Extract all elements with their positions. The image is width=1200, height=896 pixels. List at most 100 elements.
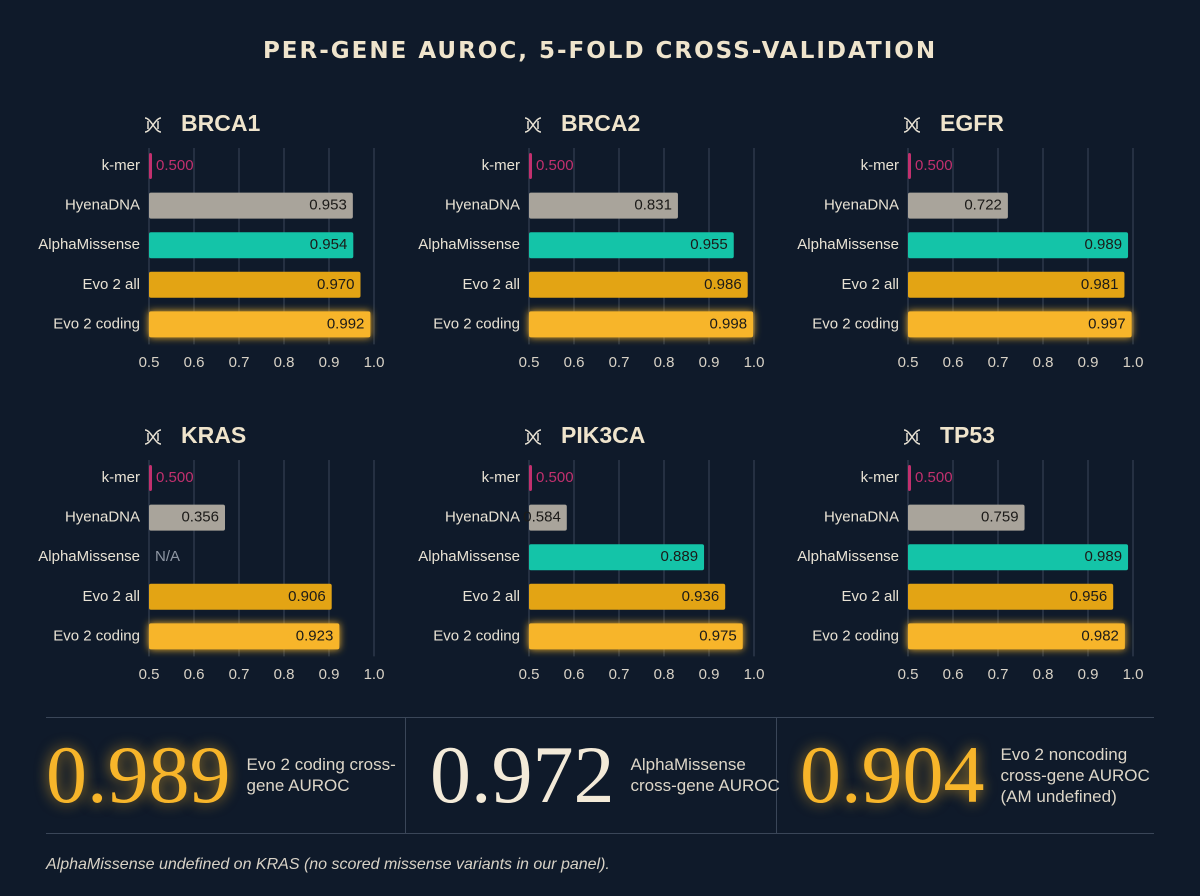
x-tick-label: 1.0 bbox=[744, 666, 765, 683]
category-label: HyenaDNA bbox=[824, 509, 899, 526]
category-label: k-mer bbox=[861, 157, 899, 174]
value-label: N/A bbox=[155, 548, 180, 565]
x-tick-label: 1.0 bbox=[364, 354, 385, 371]
charts: BRCA1 0.5 0.6 0.7 0.8 0.9 1.0 k-mer 0.500 HyenaDN… bbox=[38, 110, 1144, 683]
dna-icon bbox=[524, 429, 542, 445]
value-label: 0.953 bbox=[309, 197, 347, 214]
x-tick-label: 1.0 bbox=[1123, 354, 1144, 371]
divider bbox=[46, 717, 1154, 718]
value-label: 0.500 bbox=[156, 157, 194, 174]
x-tick-label: 0.8 bbox=[1033, 666, 1054, 683]
x-tick-label: 0.9 bbox=[1078, 354, 1099, 371]
category-label: HyenaDNA bbox=[824, 197, 899, 214]
category-label: Evo 2 coding bbox=[53, 627, 140, 644]
chart-title: BRCA1 bbox=[181, 110, 260, 136]
category-label: k-mer bbox=[482, 469, 520, 486]
bar bbox=[908, 544, 1129, 571]
chart-title: BRCA2 bbox=[561, 110, 640, 136]
category-label: k-mer bbox=[102, 157, 140, 174]
category-label: Evo 2 coding bbox=[53, 315, 140, 332]
x-tick-label: 0.6 bbox=[943, 354, 964, 371]
category-label: k-mer bbox=[102, 469, 140, 486]
category-label: AlphaMissense bbox=[418, 548, 520, 565]
bar bbox=[908, 623, 1125, 650]
x-tick-label: 0.7 bbox=[988, 354, 1009, 371]
chart-title: PIK3CA bbox=[561, 422, 645, 448]
bar bbox=[529, 271, 748, 298]
category-label: AlphaMissense bbox=[38, 548, 140, 565]
divider bbox=[46, 833, 1154, 834]
category-label: Evo 2 all bbox=[462, 588, 520, 605]
bar bbox=[149, 504, 225, 531]
summary-caption: AlphaMissense cross-gene AUROC bbox=[630, 755, 780, 795]
chart-title: EGFR bbox=[940, 110, 1004, 136]
x-tick-label: 0.9 bbox=[319, 666, 340, 683]
category-label: HyenaDNA bbox=[445, 509, 520, 526]
x-tick-label: 0.9 bbox=[1078, 666, 1099, 683]
bar bbox=[149, 465, 152, 491]
value-label: 0.956 bbox=[1070, 588, 1108, 605]
x-tick-label: 0.9 bbox=[699, 354, 720, 371]
summary-stat: 0.972 AlphaMissense cross-gene AUROC bbox=[430, 717, 781, 833]
value-label: 0.889 bbox=[661, 548, 699, 565]
category-label: k-mer bbox=[861, 469, 899, 486]
category-label: AlphaMissense bbox=[38, 236, 140, 253]
x-tick-label: 1.0 bbox=[744, 354, 765, 371]
value-label: 0.500 bbox=[915, 157, 953, 174]
x-tick-label: 0.6 bbox=[184, 666, 205, 683]
value-label: 0.989 bbox=[1085, 236, 1123, 253]
bar bbox=[908, 504, 1025, 531]
bar bbox=[149, 192, 353, 219]
bar bbox=[529, 232, 734, 259]
value-label: 0.955 bbox=[690, 236, 728, 253]
category-label: AlphaMissense bbox=[797, 236, 899, 253]
value-label: 0.831 bbox=[634, 197, 672, 214]
dna-icon bbox=[903, 429, 921, 445]
bar bbox=[149, 623, 340, 650]
dna-icon bbox=[144, 429, 162, 445]
category-label: Evo 2 coding bbox=[812, 315, 899, 332]
bar bbox=[908, 311, 1132, 338]
bar bbox=[529, 623, 743, 650]
category-label: HyenaDNA bbox=[65, 197, 140, 214]
value-label: 0.936 bbox=[682, 588, 720, 605]
x-tick-label: 0.5 bbox=[898, 354, 919, 371]
bar bbox=[908, 583, 1114, 610]
value-label: 0.500 bbox=[536, 157, 574, 174]
x-tick-label: 0.6 bbox=[184, 354, 205, 371]
value-label: 0.500 bbox=[536, 469, 574, 486]
value-label: 0.722 bbox=[964, 197, 1002, 214]
x-tick-label: 0.5 bbox=[898, 666, 919, 683]
x-tick-label: 0.7 bbox=[229, 666, 250, 683]
chart-title: TP53 bbox=[940, 422, 995, 448]
summary-value: 0.904 bbox=[800, 729, 985, 820]
x-tick-label: 0.6 bbox=[564, 354, 585, 371]
page-title: PER-GENE AUROC, 5-FOLD CROSS-VALIDATION bbox=[262, 38, 938, 64]
value-label: 0.500 bbox=[915, 469, 953, 486]
footnote: AlphaMissense undefined on KRAS (no scor… bbox=[46, 856, 610, 873]
bar bbox=[529, 504, 567, 531]
x-tick-label: 0.7 bbox=[988, 666, 1009, 683]
x-tick-label: 0.5 bbox=[519, 666, 540, 683]
bar bbox=[529, 192, 678, 219]
bar bbox=[908, 465, 911, 491]
summary-caption: Evo 2 noncoding cross-gene AUROC (AM und… bbox=[1000, 744, 1150, 806]
x-tick-label: 0.8 bbox=[274, 666, 295, 683]
value-label: 0.923 bbox=[296, 627, 334, 644]
x-tick-label: 0.8 bbox=[654, 354, 675, 371]
bar bbox=[149, 153, 152, 179]
category-label: HyenaDNA bbox=[445, 197, 520, 214]
category-label: AlphaMissense bbox=[418, 236, 520, 253]
x-tick-label: 0.7 bbox=[609, 354, 630, 371]
x-tick-label: 0.9 bbox=[699, 666, 720, 683]
bar bbox=[529, 465, 532, 491]
dna-icon bbox=[144, 117, 162, 133]
category-label: Evo 2 all bbox=[82, 588, 140, 605]
value-label: 0.992 bbox=[327, 315, 365, 332]
divider bbox=[776, 717, 777, 833]
category-label: k-mer bbox=[482, 157, 520, 174]
value-label: 0.986 bbox=[704, 276, 742, 293]
value-label: 0.584 bbox=[523, 509, 561, 526]
x-tick-label: 0.8 bbox=[274, 354, 295, 371]
summary-value: 0.989 bbox=[46, 729, 231, 820]
